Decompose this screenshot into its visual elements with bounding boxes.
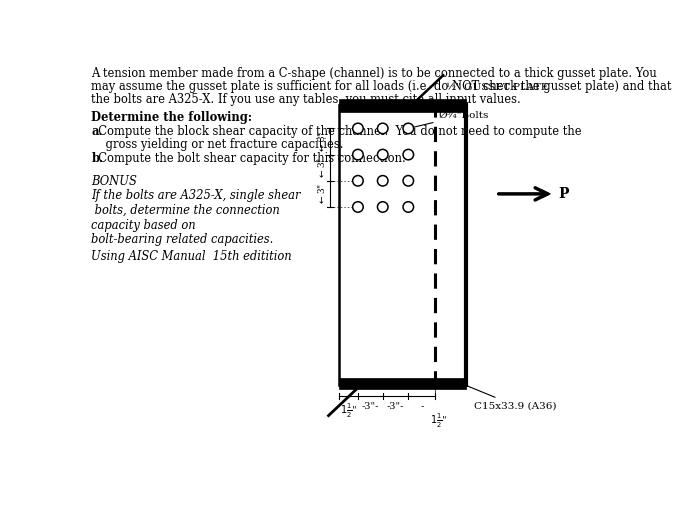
Circle shape [377, 123, 388, 134]
Text: $\leftarrow$3": $\leftarrow$3" [316, 131, 327, 153]
Text: Using AISC Manual  15th editition: Using AISC Manual 15th editition [91, 250, 292, 263]
Circle shape [353, 202, 363, 212]
Text: $\leftarrow$3": $\leftarrow$3" [316, 157, 327, 179]
Circle shape [403, 202, 413, 212]
Circle shape [403, 150, 413, 160]
Text: gross yielding or net fracture capacities.: gross yielding or net fracture capacitie… [91, 138, 344, 151]
Text: bolt-bearing related capacities.: bolt-bearing related capacities. [91, 233, 274, 246]
Text: b.: b. [91, 152, 104, 164]
Text: -3"-: -3"- [387, 402, 405, 411]
Bar [339, 378, 466, 390]
Circle shape [403, 123, 413, 134]
Text: ½" GUSSET PLATE: ½" GUSSET PLATE [445, 83, 548, 92]
Text: $1\frac{1}{2}$": $1\frac{1}{2}$" [430, 412, 447, 430]
Text: bolts, determine the connection: bolts, determine the connection [91, 204, 280, 217]
Circle shape [377, 150, 388, 160]
Text: BONUS: BONUS [91, 175, 137, 187]
Text: may assume the gusset plate is sufficient for all loads (i.e. do NOT check the g: may assume the gusset plate is sufficien… [91, 80, 672, 93]
Text: capacity based on: capacity based on [91, 219, 196, 231]
Text: Ø¾"Bolts: Ø¾"Bolts [411, 111, 489, 128]
Circle shape [377, 176, 388, 186]
Circle shape [353, 150, 363, 160]
Text: $1\frac{1}{2}$": $1\frac{1}{2}$" [340, 402, 358, 420]
Text: a.: a. [91, 124, 103, 138]
Text: If the bolts are A325-X, single shear: If the bolts are A325-X, single shear [91, 189, 301, 202]
Text: Determine the following:: Determine the following: [91, 111, 253, 124]
Circle shape [353, 123, 363, 134]
Text: -: - [420, 402, 424, 411]
Text: Compute the block shear capacity of the channel.  You do not need to compute the: Compute the block shear capacity of the … [91, 124, 582, 138]
Text: C15x33.9 (A36): C15x33.9 (A36) [460, 383, 556, 410]
Circle shape [353, 176, 363, 186]
Text: A tension member made from a C-shape (channel) is to be connected to a thick gus: A tension member made from a C-shape (ch… [91, 67, 657, 80]
Circle shape [377, 202, 388, 212]
Text: the bolts are A325-X. If you use any tables, you must cite all input values.: the bolts are A325-X. If you use any tab… [91, 93, 521, 106]
Text: Compute the bolt shear capacity for this connection.: Compute the bolt shear capacity for this… [91, 152, 406, 164]
Bar [339, 99, 466, 112]
Circle shape [403, 176, 413, 186]
Text: $\leftarrow$3": $\leftarrow$3" [316, 183, 327, 205]
Text: -3"-: -3"- [362, 402, 379, 411]
Text: P: P [558, 187, 569, 201]
